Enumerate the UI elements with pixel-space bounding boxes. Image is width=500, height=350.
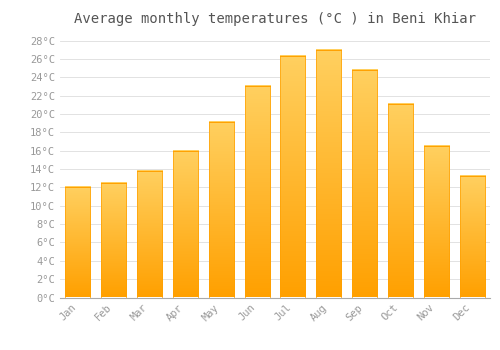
Title: Average monthly temperatures (°C ) in Beni Khiar: Average monthly temperatures (°C ) in Be… [74, 12, 476, 26]
